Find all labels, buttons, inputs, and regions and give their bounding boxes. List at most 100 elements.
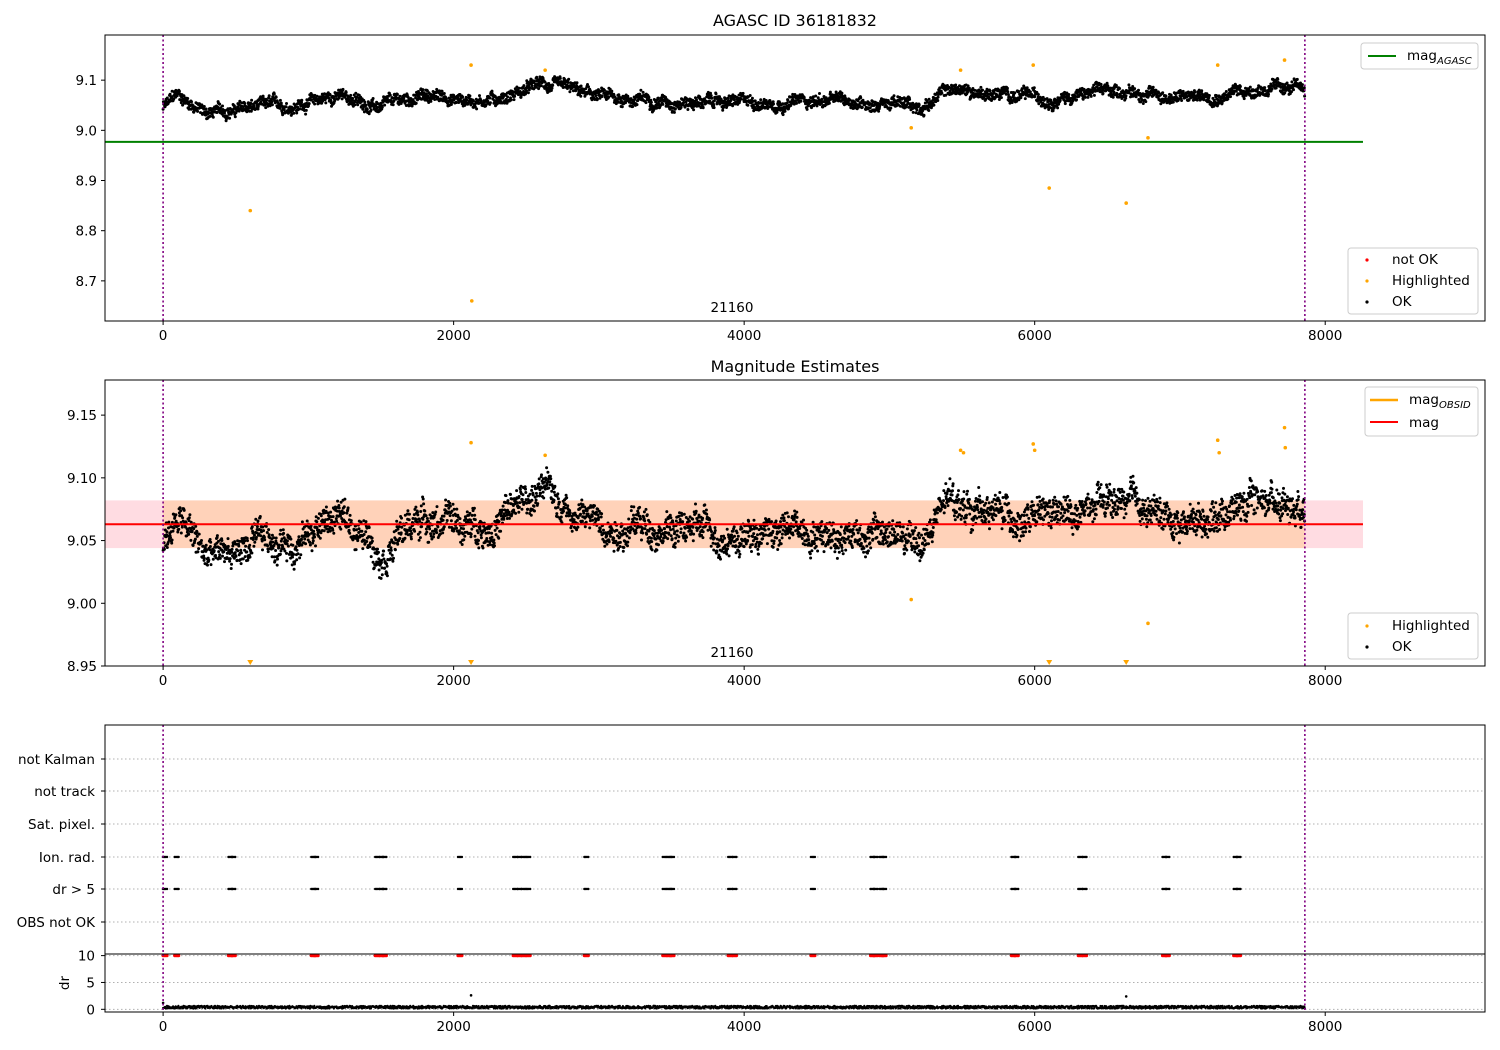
ok-point bbox=[686, 108, 690, 111]
ok-point bbox=[178, 506, 182, 510]
ok-point bbox=[1063, 102, 1067, 106]
ok-point bbox=[526, 507, 530, 511]
ok-point bbox=[218, 553, 222, 557]
ok-point bbox=[407, 518, 411, 522]
highlighted-point bbox=[909, 126, 914, 130]
highlighted-point bbox=[1031, 63, 1036, 67]
ok-point bbox=[365, 108, 369, 112]
ok-point bbox=[289, 537, 293, 541]
ok-point bbox=[818, 92, 821, 95]
ok-point bbox=[1051, 109, 1055, 113]
ok-point bbox=[681, 101, 685, 105]
ok-point bbox=[692, 108, 696, 112]
ok-point bbox=[385, 97, 389, 101]
ok-point bbox=[409, 537, 413, 541]
ok-point bbox=[209, 563, 213, 567]
ok-point bbox=[292, 553, 295, 556]
ok-point bbox=[472, 524, 476, 528]
ok-point bbox=[1032, 86, 1036, 90]
ok-point bbox=[741, 91, 745, 95]
ok-point bbox=[421, 497, 425, 501]
ok-point bbox=[529, 513, 533, 517]
ok-point bbox=[1006, 90, 1010, 94]
ok-point bbox=[236, 549, 240, 553]
ok-point bbox=[429, 99, 433, 103]
ok-point bbox=[1134, 95, 1138, 99]
ok-point bbox=[266, 544, 270, 548]
ok-point bbox=[448, 514, 452, 518]
ok-point bbox=[282, 108, 286, 112]
ok-point bbox=[528, 86, 532, 90]
ok-point bbox=[917, 103, 921, 107]
ok-point bbox=[540, 473, 543, 477]
x-tick-label: 8000 bbox=[1308, 328, 1342, 344]
ok-point bbox=[223, 560, 226, 564]
ok-point bbox=[802, 95, 806, 99]
ok-point bbox=[189, 538, 193, 542]
ok-point bbox=[403, 536, 407, 540]
ok-point bbox=[488, 96, 492, 100]
ok-point bbox=[351, 96, 355, 100]
ok-point bbox=[303, 537, 307, 541]
ok-point bbox=[1056, 106, 1060, 110]
ok-point bbox=[208, 114, 212, 118]
ok-point bbox=[244, 544, 248, 548]
ok-point bbox=[300, 98, 304, 102]
ok-point bbox=[252, 544, 256, 548]
ok-point bbox=[673, 107, 677, 111]
ok-point bbox=[620, 105, 624, 109]
ok-point bbox=[1207, 94, 1211, 97]
ok-point bbox=[576, 516, 580, 520]
ok-point bbox=[395, 92, 399, 96]
ok-point bbox=[785, 101, 789, 105]
ok-point bbox=[400, 516, 403, 520]
legend-label-text: mag bbox=[1407, 48, 1437, 64]
ok-point bbox=[382, 557, 386, 561]
ok-point bbox=[343, 497, 347, 501]
ok-point bbox=[402, 96, 406, 100]
ok-point bbox=[791, 92, 795, 96]
ok-point bbox=[515, 85, 519, 89]
y-tick-label: 9.1 bbox=[76, 73, 97, 89]
ok-point bbox=[556, 497, 560, 501]
ok-point bbox=[1263, 86, 1267, 90]
ok-point bbox=[1300, 83, 1304, 87]
ok-point bbox=[354, 91, 358, 95]
ok-point bbox=[177, 89, 181, 93]
ok-point bbox=[286, 544, 290, 548]
ok-point bbox=[199, 541, 203, 545]
ok-point bbox=[284, 105, 288, 109]
highlighted-point bbox=[1124, 201, 1128, 205]
ok-point bbox=[389, 546, 393, 550]
ok-point bbox=[442, 525, 446, 529]
ok-point bbox=[794, 99, 798, 103]
ok-point bbox=[393, 541, 396, 545]
ok-point bbox=[540, 81, 544, 85]
ok-point bbox=[202, 107, 206, 111]
ok-point bbox=[824, 96, 828, 100]
ok-point bbox=[218, 102, 222, 106]
ok-point bbox=[767, 105, 771, 109]
ok-point bbox=[274, 95, 278, 99]
ok-point bbox=[539, 491, 542, 495]
ok-point bbox=[340, 97, 344, 101]
ok-point bbox=[561, 86, 565, 89]
ok-point bbox=[398, 537, 402, 540]
ok-point bbox=[828, 90, 832, 94]
ok-point bbox=[354, 98, 358, 102]
ok-point bbox=[781, 102, 785, 106]
ok-point bbox=[449, 519, 453, 523]
y-tick-label: 8.7 bbox=[76, 274, 97, 290]
ok-point bbox=[644, 101, 648, 105]
ok-point bbox=[509, 493, 512, 496]
ok-point bbox=[279, 528, 283, 532]
ok-point bbox=[261, 94, 265, 98]
ok-point bbox=[487, 531, 491, 535]
ok-point bbox=[470, 527, 474, 531]
ok-point bbox=[514, 511, 518, 515]
ok-point bbox=[277, 543, 281, 547]
ok-point bbox=[1238, 85, 1242, 88]
ok-point bbox=[424, 92, 428, 96]
ok-point bbox=[312, 532, 316, 536]
ok-point bbox=[442, 92, 446, 95]
